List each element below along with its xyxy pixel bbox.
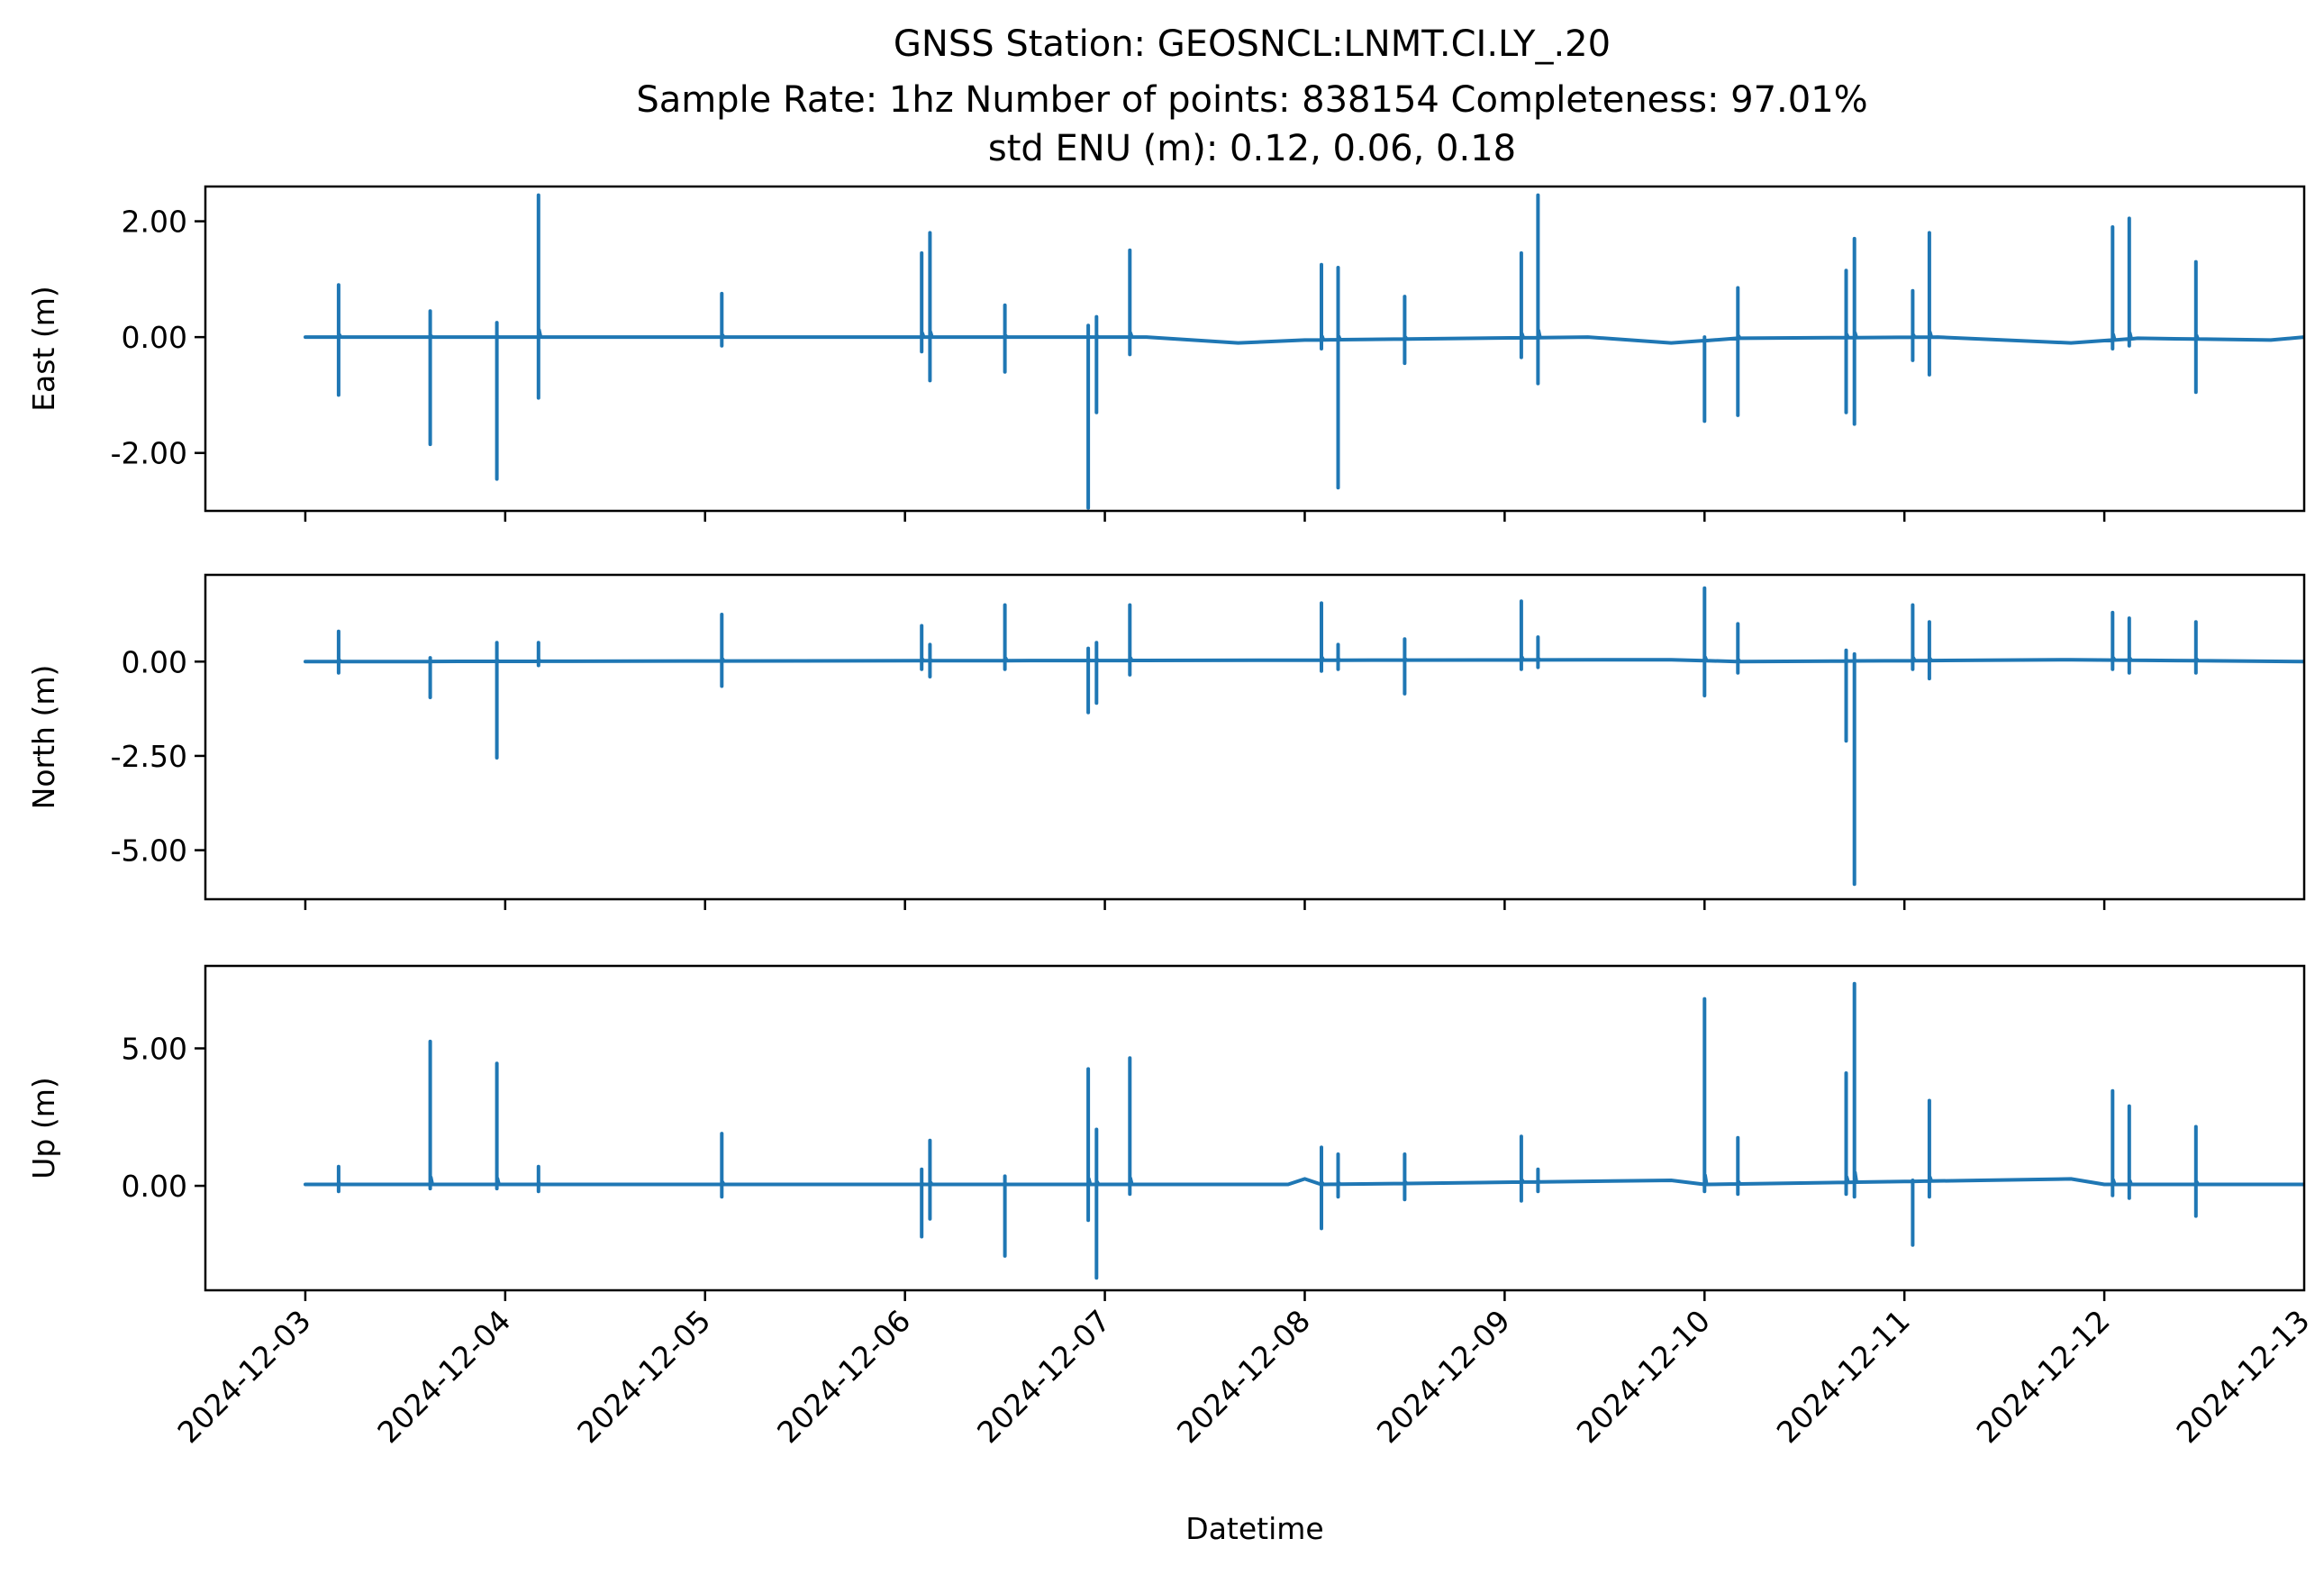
- up-ytick-label: 0.00: [122, 1169, 187, 1204]
- east-ylabel: East (m): [26, 286, 61, 412]
- up-ylabel: Up (m): [26, 1077, 61, 1179]
- up-ytick-label: 5.00: [122, 1032, 187, 1067]
- figure-title: GNSS Station: GEOSNCL:LNMT.CI.LY_.20 Sam…: [636, 23, 1867, 169]
- north-ylabel: North (m): [26, 665, 61, 810]
- north-ytick-label: -2.50: [111, 739, 187, 774]
- east-series-line: [304, 193, 2304, 510]
- subplot-east: 2.00 0.00 -2.00 East (m): [26, 185, 2306, 522]
- east-ytick-label: 0.00: [122, 320, 187, 355]
- north-axes-frame: [204, 573, 2306, 901]
- up-series-line: [304, 981, 2304, 1280]
- north-series-line: [304, 586, 2304, 887]
- north-ytick-label: -5.00: [111, 833, 187, 869]
- title-line-sample-rate: Sample Rate: 1hz Number of points: 83815…: [636, 79, 1867, 121]
- east-ytick-label: 2.00: [122, 205, 187, 240]
- north-ytick-label: 0.00: [122, 644, 187, 679]
- subplot-north: 0.00 -2.50 -5.00 North (m): [26, 573, 2306, 910]
- title-line-std-enu: std ENU (m): 0.12, 0.06, 0.18: [988, 128, 1516, 169]
- title-line-station: GNSS Station: GEOSNCL:LNMT.CI.LY_.20: [894, 23, 1611, 65]
- east-ytick-label: -2.00: [111, 436, 187, 471]
- east-axes-frame: [204, 185, 2306, 513]
- up-xlabel: Datetime: [1185, 1511, 1323, 1546]
- up-axes-frame: [204, 964, 2306, 1292]
